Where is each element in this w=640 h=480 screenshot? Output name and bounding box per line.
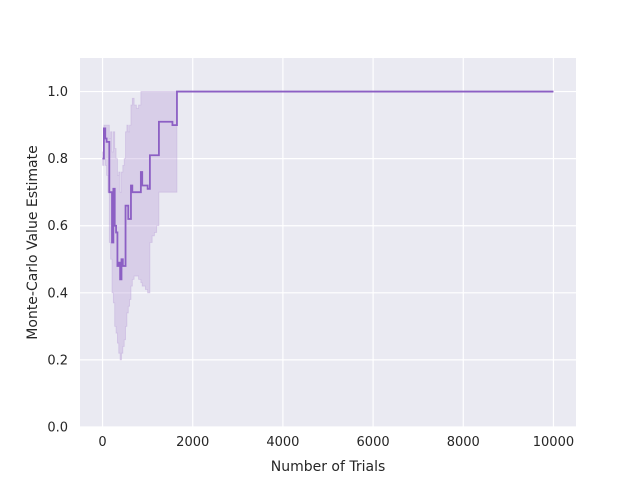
x-tick-label: 4000: [266, 435, 299, 450]
x-tick-label: 2000: [176, 435, 209, 450]
y-axis-label: Monte-Carlo Value Estimate: [25, 145, 41, 339]
y-tick-label: 0.6: [47, 219, 68, 234]
y-tick-label: 0.8: [47, 152, 68, 167]
y-tick-label: 0.4: [47, 286, 68, 301]
plot-background: [80, 58, 576, 427]
x-axis-label: Number of Trials: [271, 459, 386, 475]
grid: [80, 58, 576, 428]
y-tick-label: 1.0: [47, 85, 68, 100]
x-tick-labels: 0 2000 4000 6000 8000 10000: [98, 435, 574, 450]
x-tick-label: 8000: [447, 435, 480, 450]
y-tick-labels: 0.0 0.2 0.4 0.6 0.8 1.0: [47, 85, 68, 435]
y-tick-label: 0.2: [47, 353, 68, 368]
y-tick-label: 0.0: [47, 421, 68, 436]
series-line: [102, 90, 554, 281]
x-tick-label: 0: [98, 435, 106, 450]
x-tick-label: 6000: [357, 435, 390, 450]
x-tick-label: 10000: [533, 435, 574, 450]
